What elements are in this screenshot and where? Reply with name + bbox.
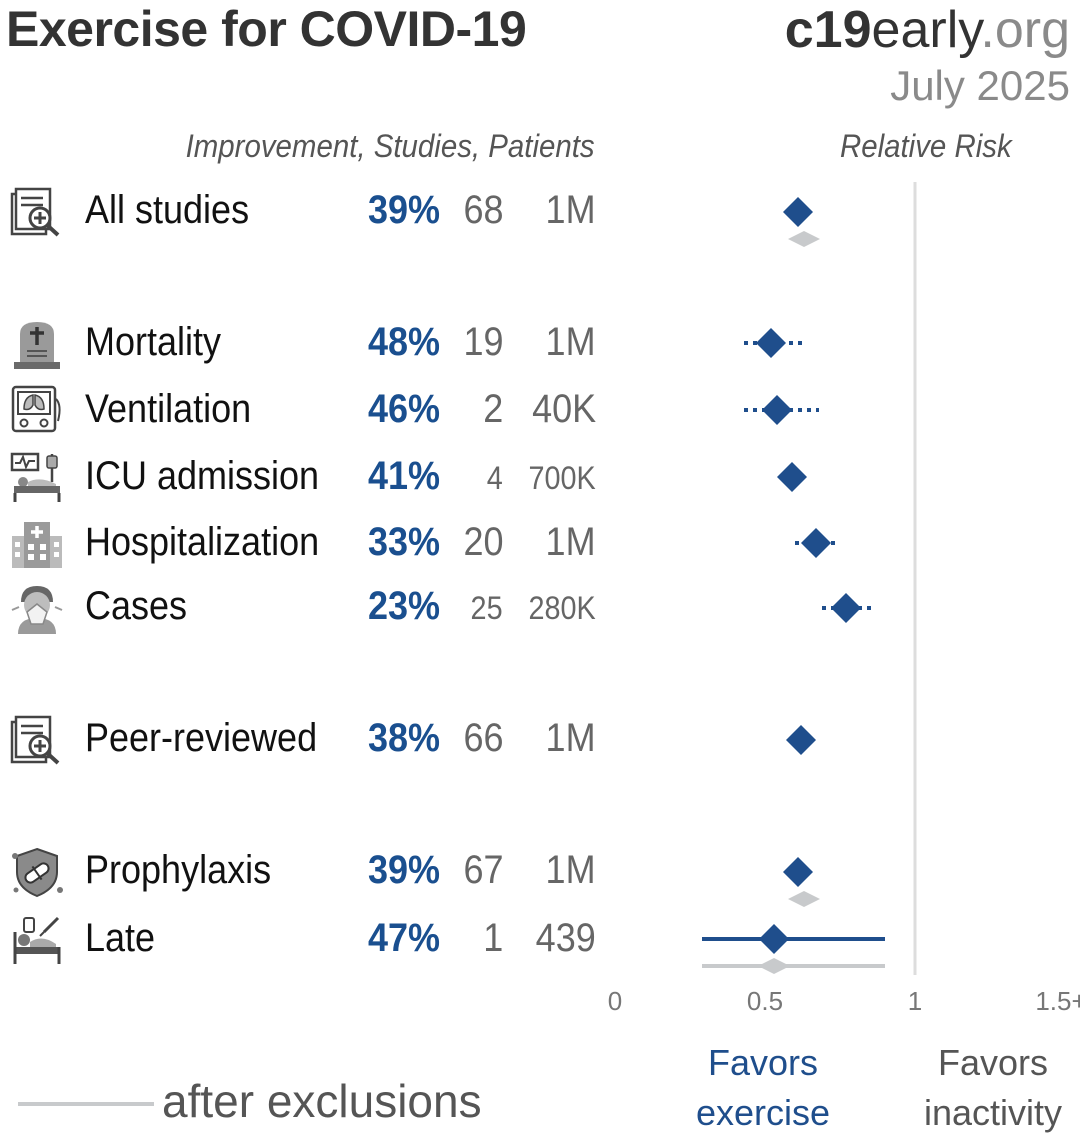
brand-part-1: c19 [784,1,872,59]
excl-rr-point [758,958,790,974]
exclusions-legend-line [18,1102,154,1106]
brand-logo[interactable]: c19early.org [785,0,1070,60]
improvement-value: 41% [367,454,440,498]
row-label: Ventilation [85,387,252,431]
improvement-value: 39% [367,188,440,232]
patient-bed-icon [13,916,61,964]
rr-point [759,924,789,954]
improvement-value: 48% [367,320,440,364]
columns-header: Improvement, Studies, Patients [185,128,595,164]
row-label: Cases [85,584,188,628]
patients-count: 1M [545,188,596,232]
patients-count: 40K [531,387,596,431]
shield-pill-icon [12,847,63,898]
study-document-icon [10,715,60,765]
row-label: Hospitalization [85,520,320,564]
sick-person-icon [11,586,63,634]
favors-exercise-label: Favors exercise [695,1042,831,1133]
exclusions-legend-label: after exclusions [162,1075,482,1127]
rr-point [831,593,861,623]
improvement-value: 23% [367,584,440,628]
studies-count: 67 [462,848,503,892]
excl-rr-point [788,891,820,907]
ventilator-icon [11,385,61,433]
row-label: Mortality [85,320,222,364]
patients-count: 280K [528,590,596,626]
row-label: Peer-reviewed [85,716,318,760]
improvement-value: 46% [367,387,440,431]
improvement-value: 39% [367,848,440,892]
page-title: Exercise for COVID-19 [6,1,527,57]
patients-count: 1M [545,520,596,564]
rr-point [783,857,813,887]
row-hospitalization: Hospitalization 33% 20 1M [0,514,620,574]
rr-point [801,528,831,558]
patients-count: 439 [535,916,596,960]
tick-label-0: 0 [607,986,623,1016]
row-icu-admission: ICU admission 41% 4 700K [0,448,620,508]
row-ventilation: Ventilation 46% 2 40K [0,381,620,441]
tick-label-1-5: 1.5+ [1035,986,1080,1016]
studies-count: 4 [486,460,503,496]
studies-count: 2 [482,387,503,431]
row-label: Prophylaxis [85,848,272,892]
studies-count: 68 [462,188,503,232]
tick-label-0-5: 0.5 [746,986,784,1016]
row-label: Late [85,916,156,960]
rr-point [756,328,786,358]
studies-count: 20 [462,520,503,564]
hospital-icon [12,522,62,568]
patients-count: 1M [545,848,596,892]
improvement-value: 38% [367,716,440,760]
rr-point [783,197,813,227]
icu-bed-icon [10,452,61,502]
row-late: Late 47% 1 439 [0,910,620,970]
studies-count: 66 [462,716,503,760]
studies-count: 1 [482,916,503,960]
row-prophylaxis: Prophylaxis 39% 67 1M [0,842,620,902]
improvement-value: 47% [367,916,440,960]
improvement-value: 33% [367,520,440,564]
row-label: All studies [85,188,250,232]
brand-part-2: early [871,1,981,59]
row-all-studies: All studies 39% 68 1M [0,182,620,242]
row-label: ICU admission [85,454,320,498]
tombstone-icon [14,322,60,369]
study-document-icon [10,187,60,237]
patients-count: 1M [545,716,596,760]
studies-count: 25 [470,590,503,626]
row-cases: Cases 23% 25 280K [0,578,620,638]
brand-part-3: .org [980,1,1070,59]
row-mortality: Mortality 48% 19 1M [0,314,620,374]
excl-rr-point [788,231,820,247]
rr-point [762,395,792,425]
favors-inactivity-label: Favors inactivity [923,1042,1063,1133]
relative-risk-header: Relative Risk [840,128,1012,164]
tick-label-1: 1 [907,986,923,1016]
studies-count: 19 [462,320,503,364]
date-label: July 2025 [890,62,1070,109]
rr-point [777,462,807,492]
patients-count: 1M [545,320,596,364]
patients-count: 700K [528,460,596,496]
row-peer-reviewed: Peer-reviewed 38% 66 1M [0,710,620,770]
rr-point [786,725,816,755]
